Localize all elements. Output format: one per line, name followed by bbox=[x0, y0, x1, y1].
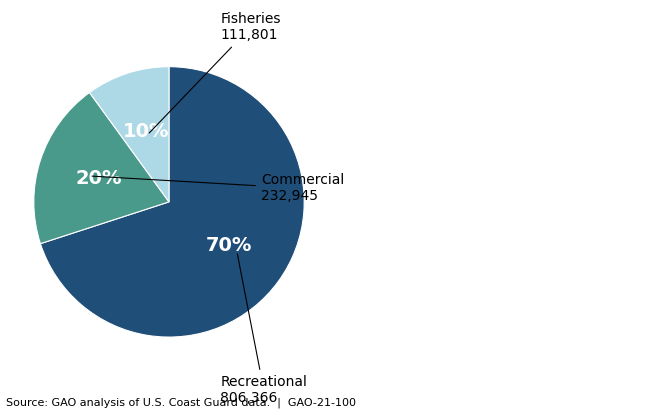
Wedge shape bbox=[34, 93, 169, 243]
Text: 10%: 10% bbox=[123, 122, 169, 140]
Wedge shape bbox=[40, 67, 304, 337]
Text: Source: GAO analysis of U.S. Coast Guard data.  |  GAO-21-100: Source: GAO analysis of U.S. Coast Guard… bbox=[6, 398, 356, 408]
Text: Fisheries
111,801: Fisheries 111,801 bbox=[150, 12, 281, 133]
Text: Recreational
806,366: Recreational 806,366 bbox=[220, 254, 307, 405]
Text: Commercial
232,945: Commercial 232,945 bbox=[92, 173, 344, 204]
Wedge shape bbox=[90, 67, 169, 202]
Text: 70%: 70% bbox=[206, 236, 252, 255]
Text: 20%: 20% bbox=[75, 169, 122, 188]
